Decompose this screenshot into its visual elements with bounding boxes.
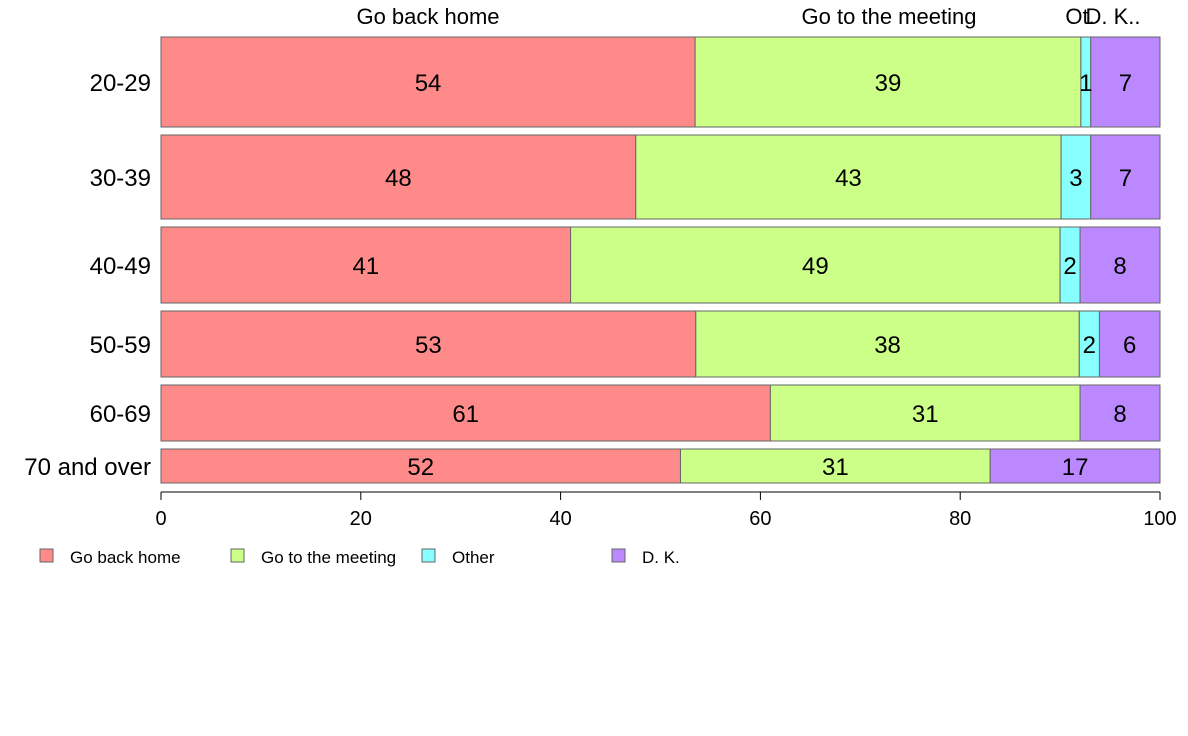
bar-segment: [695, 310, 1080, 378]
bar-value-label: 1: [1079, 70, 1092, 97]
legend-swatch: [39, 548, 54, 563]
bar-value-label: 8: [1113, 253, 1126, 280]
series-header-labels: Go back home Go to the meeting Ot.D. K..: [356, 4, 1140, 29]
legend-label: D. K.: [642, 548, 680, 567]
bar-segment: [160, 310, 697, 378]
bar-value-label: 61: [452, 401, 479, 428]
bar-segment: [635, 134, 1062, 220]
bar-segment: [1090, 134, 1161, 220]
legend-label: Go to the meeting: [261, 548, 396, 567]
bar-segment: [1079, 384, 1161, 442]
bar-segment: [1060, 134, 1092, 220]
category-label: 70 and over: [24, 454, 151, 481]
bar-value-label: 43: [835, 165, 862, 192]
category-label: 60-69: [90, 401, 151, 428]
bar-segments: [160, 36, 1161, 484]
series-header-label: Ot.: [1065, 4, 1094, 29]
bar-value-label: 48: [385, 165, 412, 192]
bar-value-label: 3: [1069, 165, 1082, 192]
bar-value-label: 7: [1119, 165, 1132, 192]
x-tick-label: 60: [749, 508, 771, 530]
legend-label: Other: [452, 548, 495, 567]
bar-segment: [160, 36, 696, 128]
bar-value-label: 52: [407, 454, 434, 481]
series-header-label: Go to the meeting: [802, 4, 977, 29]
bar-value-labels: 54 39 1 748 43 3 741 49 2 853 38 2 661 31 852 31 17: [352, 70, 1136, 481]
x-tick-label: 0: [155, 508, 166, 530]
bar-value-label: 49: [802, 253, 829, 280]
bar-segment: [1090, 36, 1161, 128]
legend-swatch: [421, 548, 436, 563]
bar-segment: [160, 134, 637, 220]
bar-value-label: 31: [822, 454, 849, 481]
series-header-label: Go back home: [356, 4, 499, 29]
bar-value-label: 54: [415, 70, 442, 97]
x-tick-label: 100: [1143, 508, 1176, 530]
legend: Go back home Go to the meeting Other D. K.: [39, 548, 680, 567]
category-label: 30-39: [90, 165, 151, 192]
bar-value-label: 7: [1119, 70, 1132, 97]
legend-swatch: [230, 548, 245, 563]
x-tick-label: 20: [350, 508, 372, 530]
bar-value-label: 2: [1083, 332, 1096, 359]
bar-value-label: 8: [1113, 401, 1126, 428]
bar-segment: [1079, 226, 1161, 304]
legend-swatch: [611, 548, 626, 563]
bar-value-label: 53: [415, 332, 442, 359]
bar-segment: [570, 226, 1061, 304]
x-axis: 0 20 40 60 80 100: [155, 491, 1177, 530]
bar-segment: [989, 448, 1161, 484]
bar-value-label: 2: [1063, 253, 1076, 280]
bar-segment: [160, 226, 572, 304]
series-header-label: D. K..: [1085, 4, 1140, 29]
bar-value-label: 6: [1123, 332, 1136, 359]
category-label: 50-59: [90, 332, 151, 359]
bar-segment: [694, 36, 1082, 128]
bar-segment: [679, 448, 991, 484]
bar-segment: [769, 384, 1081, 442]
legend-label: Go back home: [70, 548, 181, 567]
bar-value-label: 38: [874, 332, 901, 359]
bar-value-label: 31: [912, 401, 939, 428]
category-label: 40-49: [90, 253, 151, 280]
category-label: 20-29: [90, 70, 151, 97]
bar-value-label: 17: [1062, 454, 1089, 481]
bar-value-label: 41: [352, 253, 379, 280]
bar-value-label: 39: [875, 70, 902, 97]
bar-segment: [1098, 310, 1161, 378]
bar-segment: [160, 384, 771, 442]
category-labels: 20-29 30-39 40-49 50-59 60-69 70 and over: [24, 70, 151, 481]
x-tick-label: 40: [549, 508, 571, 530]
x-tick-label: 80: [949, 508, 971, 530]
